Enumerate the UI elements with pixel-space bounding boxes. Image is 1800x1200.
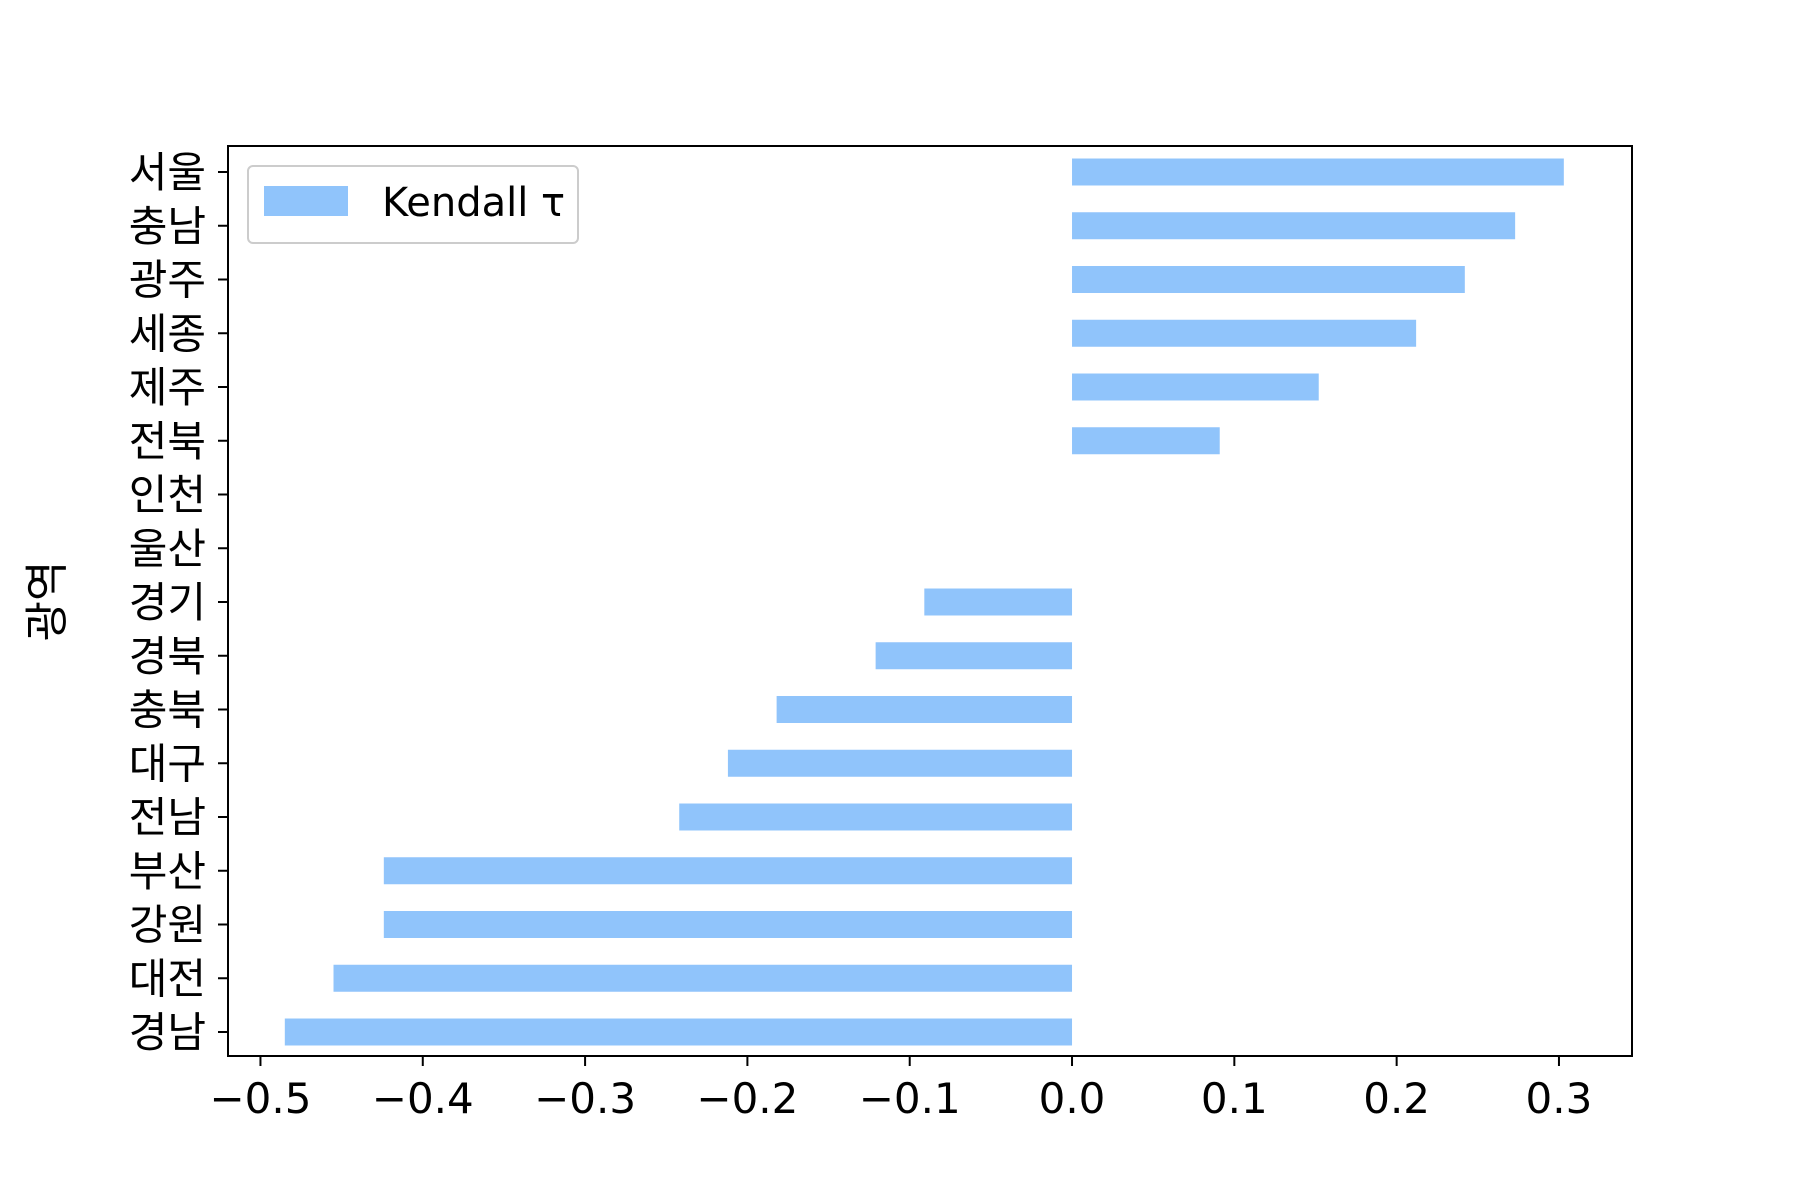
bar-충남	[1072, 212, 1516, 240]
x-tick-label: 0.1	[1201, 1074, 1268, 1123]
y-tick-label: 대전	[129, 954, 206, 1003]
bar-경기	[924, 588, 1073, 616]
y-tick-label: 강원	[129, 901, 206, 950]
bar-강원	[383, 911, 1073, 938]
y-tick-label: 부산	[129, 847, 206, 896]
y-tick-label: 전북	[129, 417, 206, 466]
x-tick-label: 0.0	[1039, 1074, 1106, 1123]
x-tick-label: −0.1	[859, 1074, 961, 1123]
bar-대구	[727, 749, 1073, 777]
bar-전북	[1072, 427, 1220, 455]
y-tick-label: 서울	[129, 148, 206, 197]
y-tick-label: 제주	[129, 363, 206, 412]
bar-제주	[1072, 373, 1319, 401]
bar-대전	[333, 964, 1073, 992]
bar-경남	[284, 1018, 1073, 1046]
x-tick-label: −0.3	[534, 1074, 636, 1123]
x-tick-label: 0.2	[1363, 1074, 1430, 1123]
x-tick-label: −0.2	[696, 1074, 798, 1123]
x-tick-label: −0.5	[209, 1074, 311, 1123]
y-tick-label: 인천	[129, 471, 206, 520]
y-tick-label: 경기	[129, 578, 206, 627]
y-tick-label: 울산	[129, 524, 206, 573]
bar-경북	[875, 642, 1073, 670]
legend: Kendall τ	[247, 165, 579, 244]
y-tick-label: 대구	[129, 739, 206, 788]
legend-box	[247, 165, 579, 244]
y-tick-label: 경남	[129, 1008, 206, 1057]
x-tick-label: 0.3	[1526, 1074, 1593, 1123]
legend-swatch	[264, 186, 348, 216]
x-tick-label: −0.4	[372, 1074, 474, 1123]
x-axis: −0.5 −0.4 −0.3 −0.2 −0.1 0.0 0.1 0.2 0.3	[209, 1056, 1592, 1123]
y-tick-label: 충남	[129, 202, 206, 251]
bar-전남	[679, 803, 1073, 831]
y-tick-label: 경북	[129, 632, 206, 681]
bar-서울	[1072, 158, 1564, 186]
y-tick-label: 세종	[129, 309, 206, 358]
y-tick-label: 충북	[129, 686, 206, 735]
y-tick-label: 전남	[129, 793, 206, 842]
bar-세종	[1072, 319, 1417, 347]
y-axis-label: 광역	[22, 561, 73, 642]
bars-group	[284, 158, 1564, 1046]
y-tick-label: 광주	[129, 256, 206, 305]
legend-label: Kendall τ	[382, 180, 565, 226]
bar-광주	[1072, 266, 1465, 293]
bar-부산	[383, 857, 1073, 885]
bar-충북	[776, 696, 1073, 723]
